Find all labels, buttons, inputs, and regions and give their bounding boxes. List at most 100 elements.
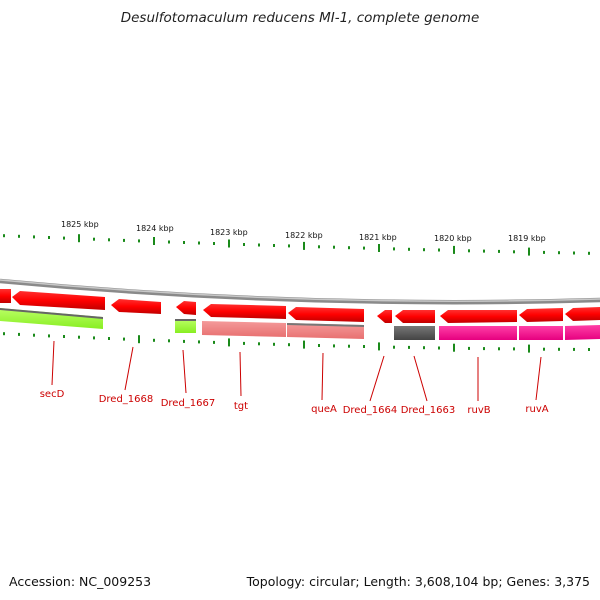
scale-label-1822: 1822 kbp <box>285 231 323 240</box>
scale-label-1823: 1823 kbp <box>210 228 248 237</box>
minor-tick <box>318 344 320 347</box>
gene-label-ruvA: ruvA <box>525 404 548 415</box>
gene-arrow-dred1664 <box>377 310 392 323</box>
gene-arrow-ruvA <box>519 308 563 322</box>
minor-tick <box>573 251 575 255</box>
leader-dred1663 <box>413 355 428 402</box>
leader-dred1664 <box>369 355 385 402</box>
cog-band-secD-edge <box>0 308 103 319</box>
minor-tick <box>333 245 335 249</box>
minor-tick <box>93 237 95 241</box>
backbone-arc-highlight <box>0 279 600 302</box>
minor-tick <box>183 339 185 343</box>
gene-arrow-queA <box>288 307 364 322</box>
major-tick <box>153 237 155 245</box>
gene-arrow-ruvB <box>440 310 517 323</box>
minor-tick <box>18 234 20 238</box>
minor-tick <box>48 334 50 338</box>
minor-tick <box>138 239 140 243</box>
minor-tick <box>558 347 560 351</box>
minor-tick <box>33 333 35 337</box>
minor-tick <box>423 248 425 252</box>
major-tick <box>78 234 80 243</box>
gene-label-queA: queA <box>311 404 337 415</box>
backbone-arc <box>0 278 600 305</box>
gene-arrow-left-partial <box>0 289 11 303</box>
minor-tick <box>123 337 125 341</box>
minor-tick <box>3 332 5 336</box>
minor-tick <box>543 347 545 351</box>
leader-dred1668 <box>124 346 134 391</box>
gene-label-tgt: tgt <box>234 401 248 412</box>
minor-tick <box>558 251 560 255</box>
minor-tick <box>513 347 515 351</box>
minor-tick <box>393 345 395 349</box>
minor-tick <box>348 344 350 348</box>
minor-tick <box>513 250 515 254</box>
genome-summary-text: Topology: circular; Length: 3,608,104 bp… <box>246 574 590 589</box>
cog-band-ruvB <box>439 326 517 340</box>
cog-band-dred1667-edge <box>175 319 196 321</box>
map-title: Desulfotomaculum reducens MI-1, complete… <box>120 10 480 26</box>
minor-tick <box>483 347 485 351</box>
gene-arrow-right-partial <box>565 307 600 321</box>
scale-label-1820: 1820 kbp <box>434 234 472 243</box>
minor-tick <box>3 234 5 238</box>
cog-band-right-partial <box>565 325 600 340</box>
cog-band-queA <box>287 323 364 339</box>
gene-arrows <box>0 289 600 323</box>
minor-tick <box>288 244 290 248</box>
major-tick <box>228 338 230 347</box>
minor-tick <box>393 247 395 251</box>
minor-tick <box>468 346 470 350</box>
leader-queA <box>321 352 324 401</box>
cog-band-dred1663 <box>394 326 435 340</box>
minor-tick <box>438 248 440 252</box>
major-tick <box>528 344 530 353</box>
major-tick <box>528 247 530 256</box>
cog-band-ruvA <box>519 326 563 340</box>
minor-tick <box>438 346 440 350</box>
minor-tick <box>498 249 500 253</box>
minor-tick <box>573 347 575 351</box>
minor-tick <box>288 343 290 347</box>
minor-tick <box>108 238 110 242</box>
minor-tick <box>108 337 110 340</box>
gene-label-dred1664: Dred_1664 <box>343 405 398 416</box>
leader-tgt <box>239 351 242 397</box>
scale-label-1819: 1819 kbp <box>508 234 546 243</box>
minor-tick <box>333 344 335 348</box>
minor-tick <box>588 348 590 351</box>
minor-tick <box>63 335 65 338</box>
minor-tick <box>123 238 125 242</box>
minor-tick <box>213 340 215 344</box>
cog-band-secD <box>0 308 103 329</box>
minor-tick <box>318 245 320 249</box>
minor-tick <box>408 345 410 349</box>
minor-tick <box>48 236 50 239</box>
minor-tick <box>363 345 365 348</box>
inner-tick-ring <box>3 332 590 353</box>
minor-tick <box>78 335 80 339</box>
major-tick <box>378 342 380 351</box>
gene-label-dred1663: Dred_1663 <box>401 405 456 416</box>
outer-tick-ring <box>3 234 590 256</box>
gene-arrow-dred1663 <box>395 310 435 323</box>
cog-band-queA-edge <box>287 323 364 327</box>
minor-tick <box>33 235 35 239</box>
minor-tick <box>258 243 260 247</box>
minor-tick <box>348 246 350 250</box>
leader-dred1667 <box>182 349 187 394</box>
gene-arrow-dred1668 <box>111 299 161 314</box>
leader-secD <box>51 340 55 386</box>
scale-label-1821: 1821 kbp <box>359 233 397 242</box>
minor-tick <box>543 250 545 254</box>
gene-label-dred1668: Dred_1668 <box>99 394 154 405</box>
minor-tick <box>408 247 410 251</box>
cog-band-tgt <box>202 321 286 337</box>
gene-label-dred1667: Dred_1667 <box>161 398 216 409</box>
scale-label-1825: 1825 kbp <box>61 220 99 229</box>
minor-tick <box>93 336 95 340</box>
minor-tick <box>243 243 245 246</box>
